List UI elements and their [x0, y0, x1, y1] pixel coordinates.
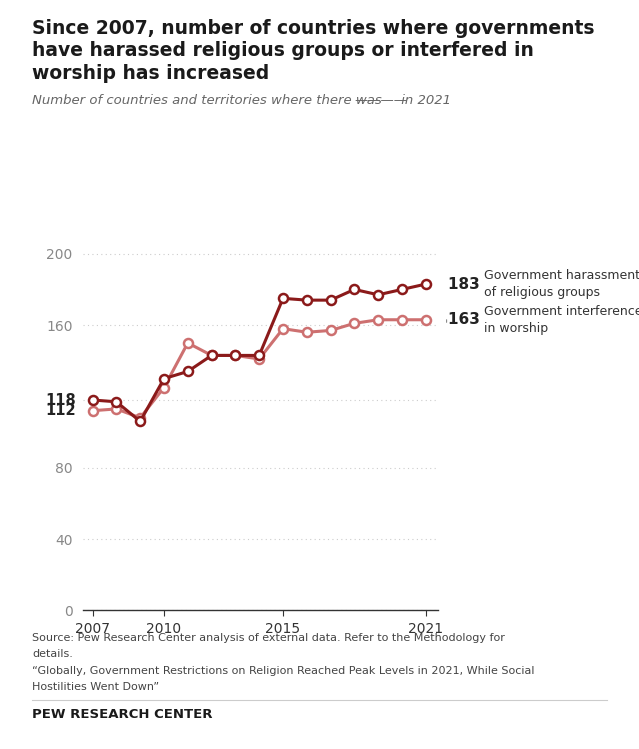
- Text: ————: ————: [355, 94, 408, 106]
- Text: Number of countries and territories where there was: Number of countries and territories wher…: [32, 94, 386, 106]
- Text: 163: 163: [449, 312, 486, 327]
- Text: details.: details.: [32, 649, 73, 659]
- Text: in 2021: in 2021: [397, 94, 452, 106]
- Text: 183: 183: [449, 276, 486, 291]
- Text: have harassed religious groups or interfered in: have harassed religious groups or interf…: [32, 41, 534, 60]
- Text: Government harassment
of religious groups: Government harassment of religious group…: [484, 270, 639, 299]
- Text: worship has increased: worship has increased: [32, 64, 269, 82]
- Text: Hostilities Went Down”: Hostilities Went Down”: [32, 682, 159, 692]
- Text: Since 2007, number of countries where governments: Since 2007, number of countries where go…: [32, 19, 594, 37]
- Text: PEW RESEARCH CENTER: PEW RESEARCH CENTER: [32, 708, 212, 721]
- Text: Source: Pew Research Center analysis of external data. Refer to the Methodology : Source: Pew Research Center analysis of …: [32, 633, 505, 643]
- Text: 118: 118: [45, 392, 76, 407]
- Text: 112: 112: [45, 403, 76, 418]
- Text: “Globally, Government Restrictions on Religion Reached Peak Levels in 2021, Whil: “Globally, Government Restrictions on Re…: [32, 666, 534, 676]
- Text: Government interference
in worship: Government interference in worship: [484, 305, 639, 335]
